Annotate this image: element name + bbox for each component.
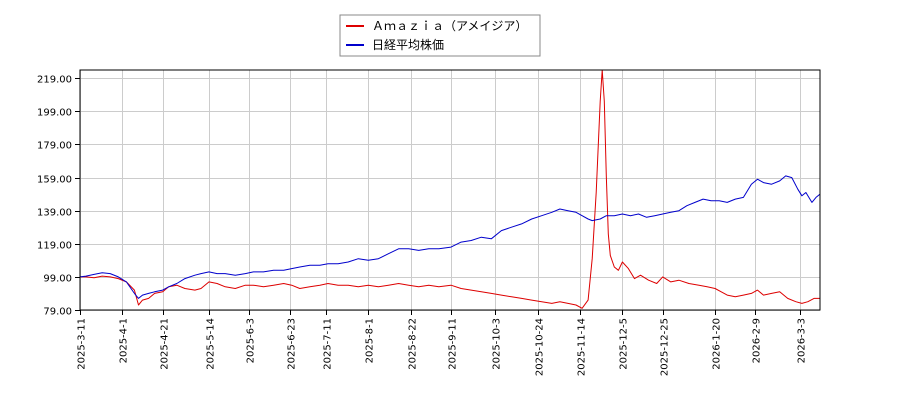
x-tick-label: 2025-11-14 [577,318,588,376]
y-tick-label: 79.00 [43,307,72,318]
plot-area [80,70,820,310]
x-tick-label: 2025-5-14 [206,318,217,370]
x-tick-label: 2025-10-24 [535,318,546,376]
x-tick-label: 2026-3-3 [797,318,808,363]
x-tick-label: 2025-8-1 [365,318,376,363]
y-tick-label: 179.00 [37,141,72,152]
y-tick-label: 119.00 [37,241,72,252]
x-tick-label: 2025-7-11 [323,318,334,370]
x-tick-label: 2025-8-22 [408,318,419,370]
x-tick-label: 2026-1-20 [712,318,723,370]
x-axis-ticks: 2025-3-11 2025-4-1 2025-4-21 2025-5-14 2025-… [77,310,808,376]
plot-frame [79,69,821,311]
y-tick-label: 219.00 [37,75,72,86]
series-line-nikkei [79,175,821,299]
x-tick-label: 2025-9-11 [448,318,459,370]
x-tick-label: 2026-2-9 [752,318,763,363]
legend-box [339,14,541,57]
y-tick-label: 159.00 [37,175,72,186]
legend: Ａｍａｚｉａ（アメイジア） 日経平均株価 [339,14,541,57]
series-line-amazia [80,69,820,309]
x-tick-label: 2025-3-11 [77,318,88,370]
legend-label-amazia: Ａｍａｚｉａ（アメイジア） [372,19,527,33]
x-tick-label: 2025-12-25 [660,318,671,376]
y-tick-label: 99.00 [43,274,72,285]
x-tick-label: 2025-6-3 [246,318,257,363]
x-tick-label: 2025-4-21 [160,318,171,370]
x-tick-label: 2025-10-3 [492,318,503,370]
x-tick-label: 2025-12-5 [619,318,630,370]
grid-lines [80,70,820,311]
x-tick-label: 2025-6-23 [287,318,298,370]
legend-label-nikkei: 日経平均株価 [372,37,444,52]
y-tick-label: 199.00 [37,108,72,119]
y-axis-ticks: 79.00 99.00 119.00 139.00 159.00 179.00 199.00… [37,75,80,318]
y-tick-label: 139.00 [37,208,72,219]
x-tick-label: 2025-4-1 [119,318,130,363]
series-layer [79,69,821,309]
